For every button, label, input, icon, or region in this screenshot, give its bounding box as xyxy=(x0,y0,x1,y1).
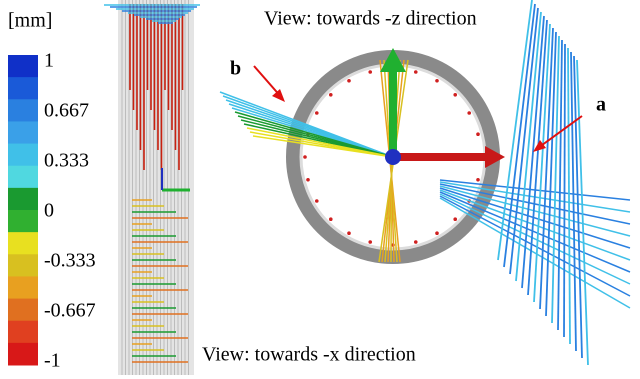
colorbar-segment xyxy=(8,210,38,233)
colorbar-label: -0.667 xyxy=(44,300,96,322)
colorbar-segment xyxy=(8,188,38,211)
colorbar-segment xyxy=(8,299,38,322)
colorbar-segment xyxy=(8,343,38,366)
colorbar-segment xyxy=(8,144,38,167)
hole xyxy=(329,93,333,97)
colorbar-segment xyxy=(8,77,38,100)
colorbar-label: 0.333 xyxy=(44,150,89,172)
hole xyxy=(435,79,439,83)
colorbar-segment xyxy=(8,321,38,344)
hole xyxy=(435,231,439,235)
colorbar-segment xyxy=(8,99,38,122)
axis-origin xyxy=(385,149,401,165)
axis-arrow xyxy=(389,70,397,157)
hole xyxy=(476,178,480,182)
rod xyxy=(564,44,565,337)
annotation: a xyxy=(596,94,606,116)
colorbar-segment xyxy=(8,254,38,277)
colorbar-segment xyxy=(8,121,38,144)
hole xyxy=(329,217,333,221)
colorbar-label: 0 xyxy=(44,200,54,222)
renderings xyxy=(104,0,630,375)
hole xyxy=(315,111,319,115)
colorbar-label: -1 xyxy=(44,350,61,372)
colorbar-unit: [mm] xyxy=(8,10,52,32)
colorbar-label: -0.333 xyxy=(44,250,96,272)
hole xyxy=(315,199,319,203)
colorbar-segment xyxy=(8,276,38,299)
hole xyxy=(476,132,480,136)
pointer xyxy=(272,89,285,102)
colorbar-segment xyxy=(8,166,38,189)
view-label: View: towards -z direction xyxy=(264,8,477,30)
hole xyxy=(414,70,418,74)
colorbar-label: 1 xyxy=(44,50,54,72)
hole xyxy=(368,70,372,74)
colorbar-segment xyxy=(8,55,38,78)
hole xyxy=(306,178,310,182)
hole xyxy=(453,217,457,221)
colorbar-segment xyxy=(8,232,38,255)
hole xyxy=(368,240,372,244)
hole xyxy=(347,231,351,235)
colorbar-label: 0.667 xyxy=(44,100,89,122)
hole xyxy=(347,79,351,83)
hole xyxy=(414,240,418,244)
axis-arrow xyxy=(393,153,485,161)
rod xyxy=(568,48,570,344)
view-label: View: towards -x direction xyxy=(202,344,416,366)
hole xyxy=(303,155,307,159)
annotation: b xyxy=(230,58,241,80)
hole xyxy=(453,93,457,97)
figure: [mm] View: towards -z direction View: to… xyxy=(0,0,640,379)
hole xyxy=(467,111,471,115)
